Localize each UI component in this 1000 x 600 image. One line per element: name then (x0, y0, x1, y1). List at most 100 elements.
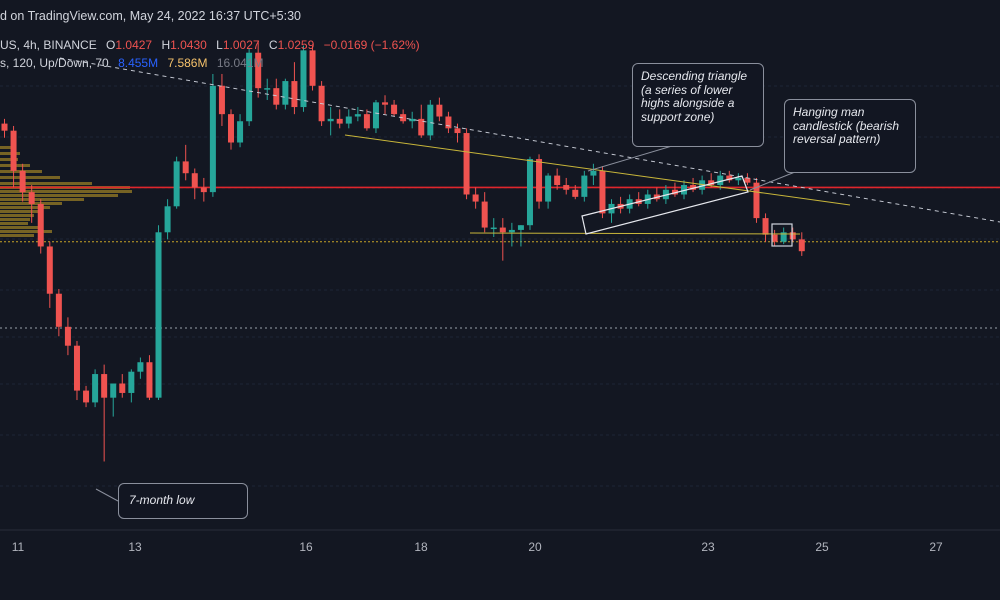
candle-body (354, 114, 361, 117)
candle-body (762, 218, 769, 235)
candle-body (563, 185, 570, 190)
hanging-man-highlight-box (771, 223, 793, 247)
descending-triangle-callout: Descending triangle (a series of lower h… (632, 63, 764, 147)
candle-body (690, 185, 697, 190)
candle-body (771, 234, 778, 242)
hanging-man-pointer (749, 171, 796, 191)
candle-body (291, 81, 298, 108)
candle-body (336, 118, 343, 124)
candle-body (554, 175, 561, 186)
candle-body (327, 118, 334, 122)
seven-month-low-text: 7-month low (129, 493, 195, 507)
open-value: 1.0427 (115, 38, 153, 52)
volume-profile-bar (0, 176, 60, 179)
candle-body (146, 362, 153, 398)
symbol-label: US, 4h, BINANCE (0, 38, 97, 52)
candle-body (218, 85, 225, 115)
candle-body (590, 170, 597, 176)
candle-body (264, 88, 271, 90)
candle-body (427, 104, 434, 136)
candle-body (1, 123, 8, 131)
candle-body (137, 362, 144, 372)
candle-body (798, 239, 805, 252)
candle-body (73, 345, 80, 391)
candle-body (83, 390, 90, 403)
candle-body (255, 52, 262, 89)
close-label: C (268, 38, 278, 52)
support-trendline (469, 232, 801, 235)
candle-body (681, 185, 687, 195)
x-tick-label: 13 (128, 540, 142, 554)
candle-body (173, 161, 180, 207)
volume-profile-bar (0, 234, 34, 237)
candle-body (490, 227, 497, 230)
volume-profile-bar (0, 152, 20, 155)
candle-body (572, 189, 579, 197)
price-levels (0, 186, 1000, 329)
candle-body (717, 175, 724, 186)
candle-body (28, 192, 35, 204)
candle-body (382, 102, 389, 105)
candles (1, 40, 805, 462)
low-value: 1.0027 (222, 38, 260, 52)
x-tick-label: 27 (929, 540, 943, 554)
candle-body (699, 180, 706, 190)
descending-triangle-pointer (587, 145, 673, 172)
x-tick-label: 11 (11, 540, 25, 554)
candle-body (436, 104, 443, 117)
volume-profile-bar (0, 146, 14, 149)
low-label: L (216, 38, 223, 52)
time-axis-background (0, 530, 1000, 600)
candle-body (10, 130, 17, 171)
candle-body (300, 50, 307, 108)
indicator-label: s, 120, Up/Down, 70 (0, 56, 109, 70)
candle-body (164, 206, 171, 233)
candle-body (64, 326, 71, 346)
candle-body (744, 177, 751, 183)
candle-body (400, 114, 407, 122)
x-tick-label: 20 (528, 540, 542, 554)
x-tick-label: 23 (701, 540, 715, 554)
x-tick-label: 16 (299, 540, 313, 554)
open-label: O (106, 38, 116, 52)
candle-body (536, 159, 543, 202)
candle-body (391, 104, 398, 115)
candle-body (508, 229, 515, 233)
attribution-text: d on TradingView.com, May 24, 2022 16:37… (0, 9, 301, 23)
candle-body (581, 175, 588, 197)
candle-body (472, 194, 479, 202)
candle-body (92, 374, 99, 403)
candle-body (372, 102, 379, 129)
high-label: H (161, 38, 171, 52)
candle-body (55, 293, 62, 327)
change-value: −0.0169 (−1.62%) (323, 38, 420, 52)
x-tick-label: 25 (815, 540, 829, 554)
candle-body (119, 383, 126, 393)
candle-body (445, 116, 452, 129)
candle-body (46, 246, 53, 294)
high-value: 1.0430 (170, 38, 207, 52)
volume-profile-bar (0, 190, 132, 193)
volume-profile-bar (0, 210, 40, 213)
candle-body (418, 118, 425, 136)
candle-body (309, 50, 316, 86)
volume-profile-bar (0, 182, 92, 185)
candle-body (273, 88, 280, 105)
candle-body (246, 52, 253, 122)
candle-body (481, 201, 488, 228)
candle-body (228, 114, 234, 143)
volume-profile-bar (0, 214, 34, 217)
candle-body (526, 159, 533, 226)
candle-body (110, 383, 117, 398)
close-value: 1.0259 (277, 38, 315, 52)
candle-body (599, 170, 606, 214)
dashed-trendline (59, 57, 1000, 223)
seven-month-low-pointer (95, 488, 119, 502)
candle-body (363, 114, 370, 129)
descending-resistance-trendline (344, 134, 851, 206)
descending-triangle-text: Descending triangle (a series of lower h… (641, 69, 748, 124)
indicator-value-3: 16.041M (216, 56, 264, 70)
candle-body (780, 232, 787, 242)
volume-profile-bar (0, 230, 52, 233)
